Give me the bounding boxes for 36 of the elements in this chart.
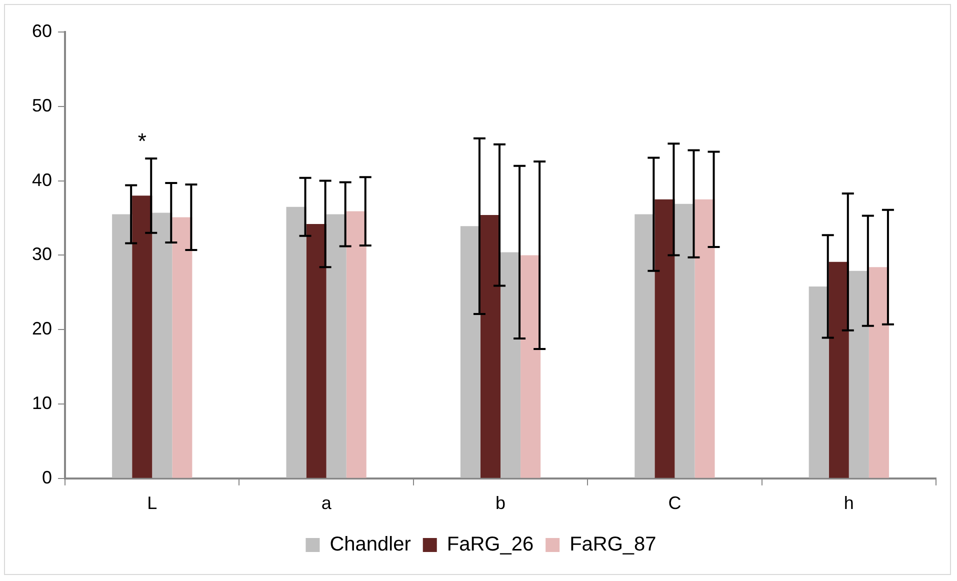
bar: [520, 255, 541, 478]
bar: [634, 214, 655, 478]
bar: [172, 217, 192, 478]
bar: [460, 226, 480, 478]
y-tick-label: 30: [32, 244, 52, 264]
bar: [286, 206, 306, 478]
bar: [828, 262, 849, 478]
legend-label: Chandler: [330, 534, 412, 556]
bar: [132, 196, 152, 478]
bar: [346, 211, 366, 478]
bar: [306, 224, 326, 478]
x-tick-label: a: [321, 493, 332, 514]
y-tick-label: 20: [32, 318, 52, 339]
x-tick-label: h: [844, 493, 854, 514]
bar: [326, 214, 346, 478]
legend-label: FaRG_87: [570, 534, 656, 556]
y-tick-label: 60: [32, 20, 52, 41]
bar: [694, 199, 715, 478]
bar: [480, 215, 501, 478]
y-tick-label: 50: [32, 95, 52, 116]
bar: [654, 199, 675, 478]
x-tick-label: b: [496, 493, 506, 514]
bar: [868, 267, 889, 478]
y-tick-label: 40: [32, 170, 52, 190]
bar: [112, 214, 132, 478]
bar: [674, 204, 695, 478]
x-tick-label: L: [147, 493, 158, 514]
bar: [808, 286, 829, 478]
bar: [848, 270, 869, 478]
y-tick-label: 10: [32, 392, 52, 413]
bar: [152, 212, 172, 478]
x-tick-label: C: [668, 493, 682, 514]
annotation: *: [138, 128, 147, 154]
legend-label: FaRG_26: [446, 534, 534, 556]
bar: [500, 252, 521, 478]
y-tick-label: 0: [42, 467, 52, 488]
